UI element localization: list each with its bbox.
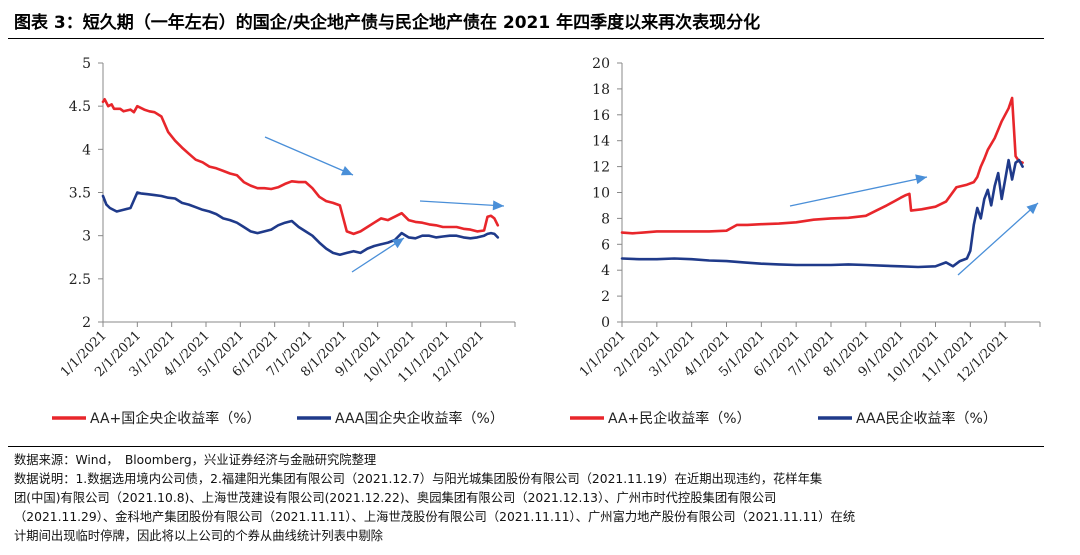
notes-line-2: 团(中国)有限公司（2021.10.8)、上海世茂建设有限公司(2021.12.… <box>14 491 777 505</box>
charts-canvas: 54.543.532.521/1/20212/1/20213/1/20214/1… <box>52 56 1041 427</box>
y-tick-label: 5 <box>82 56 91 72</box>
legend-label-0: AA+民企收益率（%） <box>608 410 751 427</box>
trend-arrow-head <box>915 174 927 185</box>
legend-label-1: AAA国企央企收益率（%） <box>335 410 504 427</box>
series-line-1 <box>620 158 1024 269</box>
notes-line-3: （2021.11.29）、金科地产集团股份有限公司（2021.11.11）、上海… <box>14 510 856 524</box>
y-tick-label: 4 <box>601 263 610 279</box>
y-tick-label: 3 <box>82 229 91 245</box>
chart-left: 54.543.532.521/1/20212/1/20213/1/20214/1… <box>52 56 516 427</box>
chart-right: 201816141210864201/1/20212/1/20213/1/202… <box>570 56 1041 427</box>
trend-arrow-head <box>492 200 504 211</box>
y-tick-label: 2.5 <box>69 272 91 288</box>
notes-line-4: 计期间出现临时停牌，因此将以上公司的个券从曲线统计列表中剔除 <box>14 529 383 543</box>
y-tick-label: 3.5 <box>69 186 91 202</box>
series-line-0 <box>620 96 1024 235</box>
chart-figure-title: 图表 3：短久期（一年左右）的国企/央企地产债与民企地产债在 2021 年四季度… <box>14 13 761 33</box>
y-tick-label: 10 <box>592 186 610 202</box>
series-line-1 <box>101 191 500 256</box>
notes-block: 数据来源：Wind， Bloomberg，兴业证券经济与金融研究院整理 数据说明… <box>14 451 1054 546</box>
notes-line-1: 数据说明：1.数据选用境内公司债，2.福建阳光集团有限公司（2021.12.7）… <box>14 472 823 486</box>
trend-arrow-head <box>1026 203 1038 215</box>
trend-arrow <box>264 136 354 176</box>
y-tick-label: 4.5 <box>69 99 91 115</box>
y-tick-label: 20 <box>592 56 610 72</box>
title-rule <box>8 38 1044 39</box>
notes-source: 数据来源：Wind， Bloomberg，兴业证券经济与金融研究院整理 <box>14 453 377 467</box>
y-tick-label: 4 <box>82 142 91 158</box>
trend-arrow <box>789 176 928 207</box>
y-tick-label: 8 <box>601 211 610 227</box>
notes-rule <box>8 446 1044 447</box>
legend-label-0: AA+国企央企收益率（%） <box>90 410 261 427</box>
trend-arrow <box>957 202 1039 276</box>
y-tick-label: 14 <box>592 134 610 150</box>
y-tick-label: 6 <box>601 237 610 253</box>
trend-arrow <box>419 200 505 207</box>
y-tick-label: 12 <box>592 160 610 176</box>
legend-label-1: AAA民企收益率（%） <box>856 410 997 427</box>
y-tick-label: 18 <box>592 82 610 98</box>
y-tick-label: 0 <box>601 315 610 331</box>
y-tick-label: 2 <box>601 289 610 305</box>
trend-arrow-head <box>392 238 404 249</box>
y-tick-label: 2 <box>82 315 91 331</box>
trend-arrow-head <box>340 166 353 176</box>
series-line-0 <box>101 98 500 236</box>
y-tick-label: 16 <box>592 108 610 124</box>
